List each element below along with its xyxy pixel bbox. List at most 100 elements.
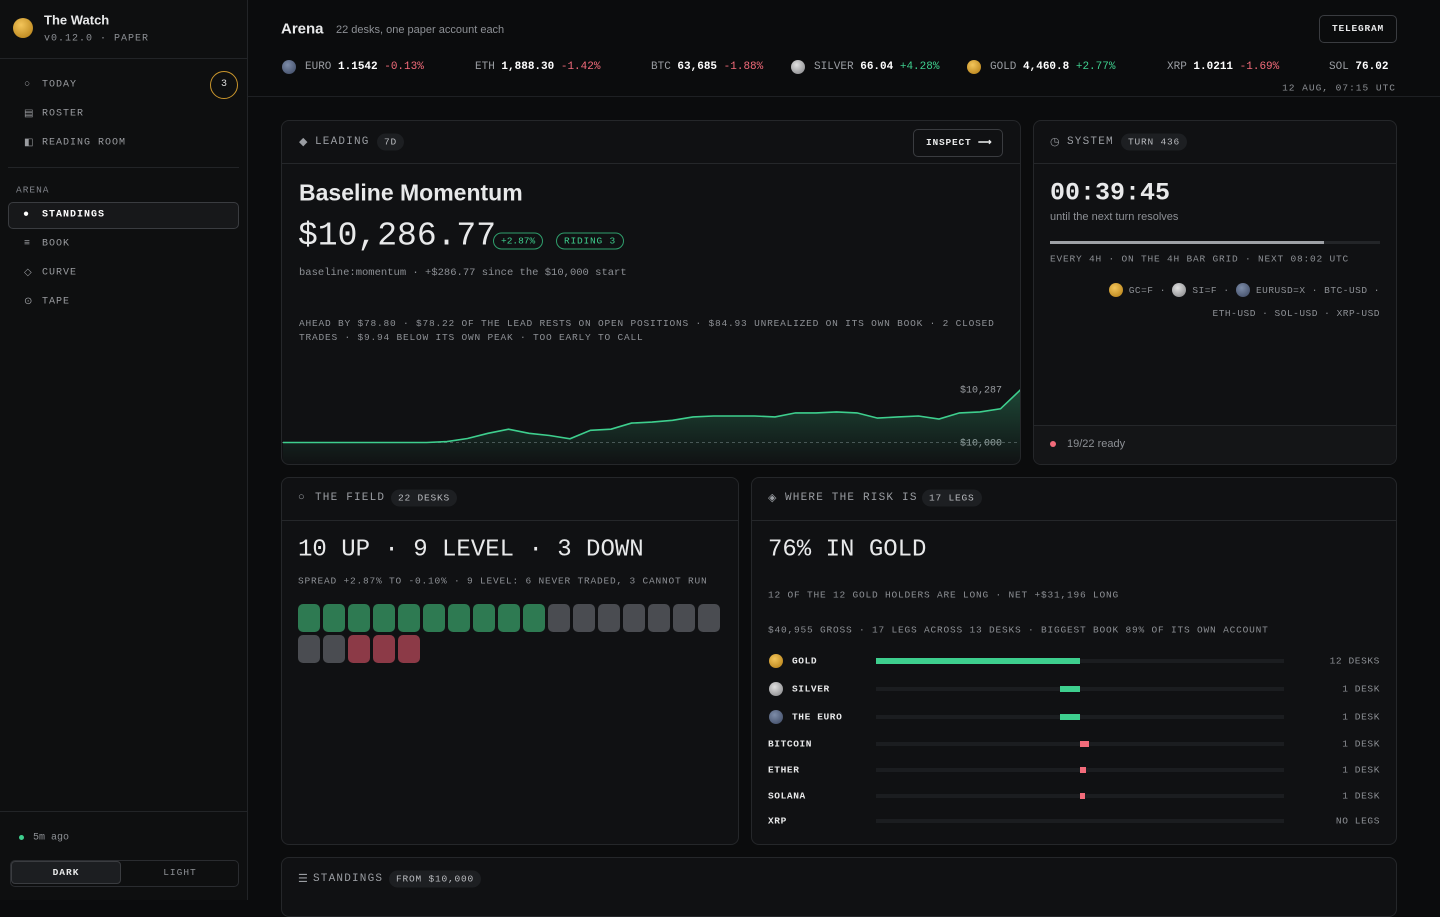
divider — [8, 167, 239, 168]
ticker-symbol: SILVER — [814, 61, 854, 73]
telegram-button[interactable]: TELEGRAM — [1319, 15, 1397, 43]
ready-dot — [1050, 441, 1056, 447]
row-name: SOLANA — [768, 790, 806, 802]
divider — [0, 58, 247, 59]
ticker-change: +2.77% — [1075, 61, 1116, 73]
nav-item[interactable]: BOOK — [42, 238, 71, 250]
area — [283, 390, 1020, 464]
ticker-price: 66.04 — [860, 61, 894, 73]
symbols: GC=F · SI=F · EURUSD=X · BTC-USD · ETH-U… — [1060, 279, 1380, 325]
coin-icon — [1235, 283, 1250, 298]
tile — [598, 604, 620, 632]
tile — [548, 604, 570, 632]
risk-card: ◈ WHERE THE RISK IS 17 LEGS 76% IN GOLD … — [751, 477, 1397, 845]
ticker-item: GOLD 4,460.8 +2.77% — [990, 61, 1115, 73]
nav-icon: ⊙ — [24, 297, 34, 308]
ticker-symbol: ETH — [475, 61, 495, 73]
tile — [398, 635, 420, 663]
row-name: XRP — [768, 815, 787, 827]
tile — [398, 604, 420, 632]
tile — [698, 604, 720, 632]
nav-item[interactable]: CURVE — [42, 267, 78, 279]
coin-icon — [1108, 283, 1123, 298]
card-label: THE FIELD — [315, 492, 386, 504]
ticker-price: 1,888.30 — [501, 61, 555, 73]
tile — [373, 604, 395, 632]
row-name: ETHER — [768, 764, 800, 776]
theme-light[interactable]: LIGHT — [163, 867, 197, 878]
row-label: 12 DESKS — [1329, 655, 1380, 667]
bar — [1080, 741, 1090, 747]
card-tag: 22 DESKS — [391, 489, 458, 507]
symbol: ETH-USD — [1212, 308, 1256, 319]
card-tag: 7D — [377, 133, 405, 151]
badge: 3 — [210, 71, 238, 99]
row-label: 1 DESK — [1342, 790, 1380, 802]
bar-track — [876, 659, 1284, 663]
row-name: BITCOIN — [768, 738, 813, 750]
card-label: SYSTEM — [1067, 136, 1114, 148]
page-title: Arena — [281, 20, 324, 38]
tile — [673, 604, 695, 632]
coin-icon — [769, 654, 783, 668]
countdown-sub: until the next turn resolves — [1050, 211, 1179, 223]
risk-headline: 76% IN GOLD — [768, 536, 927, 564]
field-sub: SPREAD +2.87% TO -0.10% · 9 LEVEL: 6 NEV… — [298, 575, 708, 587]
bar-track — [876, 819, 1284, 823]
inspect-button[interactable]: INSPECT ⟶ — [913, 129, 1003, 157]
coin-icon — [769, 682, 783, 696]
ticker-price: 76.02 — [1355, 61, 1389, 73]
nav-item[interactable]: STANDINGS — [42, 209, 106, 221]
leader-key: baseline:momentum — [299, 267, 407, 279]
status-dot — [19, 835, 24, 840]
row-label: 1 DESK — [1342, 683, 1380, 695]
ticker-item: XRP 1.0211 -1.69% — [1167, 61, 1279, 73]
row-label: NO LEGS — [1335, 815, 1380, 827]
symbol: GC=F — [1128, 285, 1154, 296]
risk-line: 12 OF THE 12 GOLD HOLDERS ARE LONG · NET… — [768, 589, 1120, 601]
ticker-change: -0.13% — [384, 61, 424, 73]
theme-dark[interactable]: DARK — [11, 861, 121, 884]
card-tag: FROM $10,000 — [389, 870, 482, 888]
bar — [1080, 767, 1087, 773]
coin-icon — [769, 710, 783, 724]
bar — [876, 658, 1080, 664]
tile — [298, 635, 320, 663]
symbol: EURUSD=X — [1255, 285, 1306, 296]
progress-fill — [1050, 241, 1324, 244]
icon: ◈ — [768, 493, 778, 505]
countdown: 00:39:45 — [1050, 178, 1171, 208]
symbol: SOL-USD — [1274, 308, 1318, 319]
nav-icon: ▤ — [24, 109, 35, 120]
ticker-change: -1.88% — [723, 61, 764, 73]
ticker-symbol: EURO — [305, 61, 332, 73]
row-name: SILVER — [792, 683, 830, 695]
badge: +2.87% — [493, 232, 544, 250]
nav-item[interactable]: READING ROOM — [42, 137, 127, 149]
ticker-item: SOL 76.02 — [1329, 61, 1388, 73]
version: v0.12.0 · PAPER — [44, 33, 150, 45]
card-tag: TURN 436 — [1121, 133, 1188, 151]
tile — [373, 635, 395, 663]
symbol: XRP-USD — [1336, 308, 1380, 319]
line — [283, 389, 1020, 444]
ticker-item: ETH 1,888.30 -1.42% — [475, 61, 600, 73]
nav-item[interactable]: TODAY — [42, 79, 78, 91]
coin-icon — [1172, 283, 1187, 298]
tile — [423, 604, 445, 632]
active-item — [8, 202, 239, 229]
timestamp: 12 AUG, 07:15 UTC — [1282, 82, 1396, 94]
row-label: 1 DESK — [1342, 738, 1380, 750]
brand-icon — [13, 18, 33, 38]
ticker-change: -1.42% — [560, 61, 601, 73]
card-tag: 17 LEGS — [922, 489, 982, 507]
card-footer — [1034, 425, 1396, 464]
nav-item[interactable]: ROSTER — [42, 108, 85, 120]
leader-name: Baseline Momentum — [299, 179, 523, 206]
symbol: SI=F — [1192, 285, 1218, 296]
tile — [348, 635, 370, 663]
chart-label: $10,287 — [960, 384, 1002, 396]
icon: ☰ — [298, 874, 310, 886]
nav-item[interactable]: TAPE — [42, 296, 71, 308]
